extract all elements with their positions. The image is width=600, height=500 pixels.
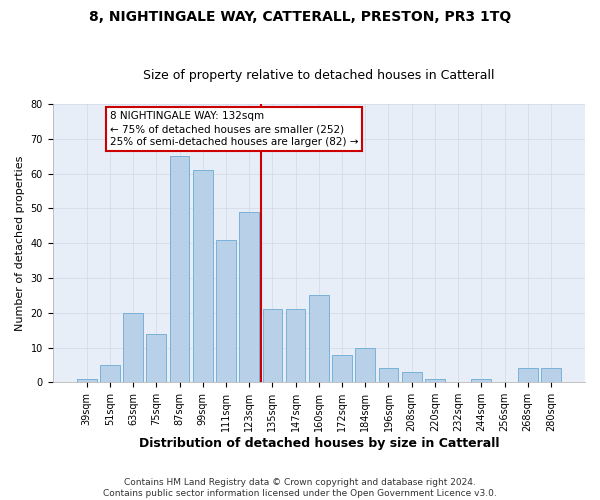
Bar	[216, 240, 236, 382]
Bar	[239, 212, 259, 382]
Bar	[355, 348, 375, 382]
Bar	[518, 368, 538, 382]
Bar	[402, 372, 422, 382]
Bar	[77, 379, 97, 382]
Bar	[286, 310, 305, 382]
Title: Size of property relative to detached houses in Catterall: Size of property relative to detached ho…	[143, 69, 494, 82]
Bar	[193, 170, 212, 382]
Bar	[263, 310, 282, 382]
Y-axis label: Number of detached properties: Number of detached properties	[15, 156, 25, 331]
Bar	[309, 296, 329, 382]
Bar	[146, 334, 166, 382]
Bar	[123, 313, 143, 382]
Bar	[472, 379, 491, 382]
Text: 8 NIGHTINGALE WAY: 132sqm
← 75% of detached houses are smaller (252)
25% of semi: 8 NIGHTINGALE WAY: 132sqm ← 75% of detac…	[110, 111, 358, 148]
Bar	[425, 379, 445, 382]
Bar	[379, 368, 398, 382]
Bar	[170, 156, 190, 382]
Bar	[100, 365, 120, 382]
Text: 8, NIGHTINGALE WAY, CATTERALL, PRESTON, PR3 1TQ: 8, NIGHTINGALE WAY, CATTERALL, PRESTON, …	[89, 10, 511, 24]
Text: Contains HM Land Registry data © Crown copyright and database right 2024.
Contai: Contains HM Land Registry data © Crown c…	[103, 478, 497, 498]
Bar	[541, 368, 561, 382]
Bar	[332, 354, 352, 382]
X-axis label: Distribution of detached houses by size in Catterall: Distribution of detached houses by size …	[139, 437, 499, 450]
